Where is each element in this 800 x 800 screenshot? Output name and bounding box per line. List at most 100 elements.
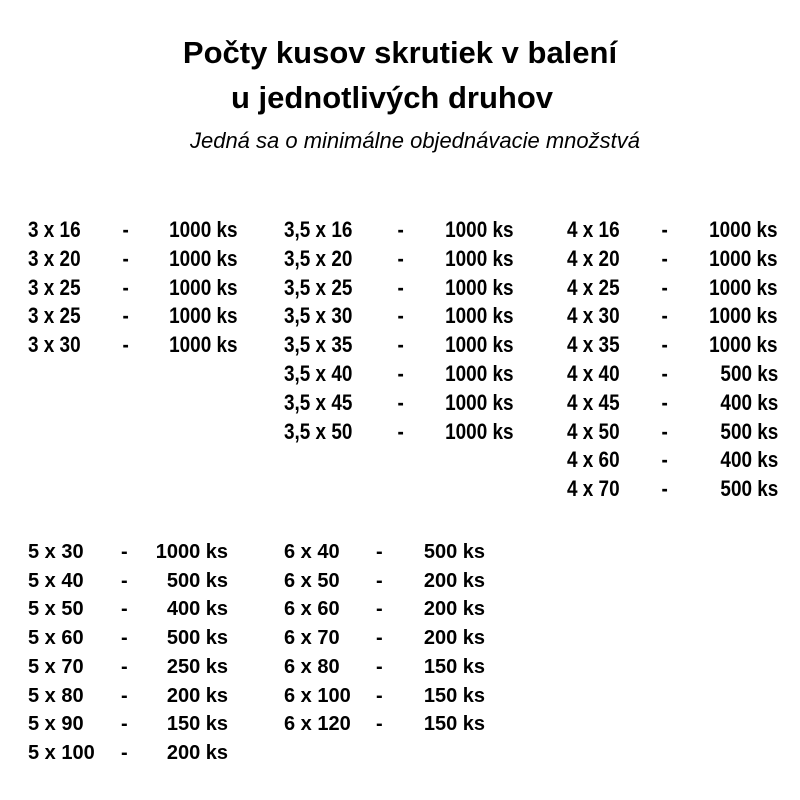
screw-size: 3 x 25 (28, 274, 81, 300)
quantity: 1000 ks (169, 332, 238, 358)
separator-dash: - (121, 741, 128, 764)
screw-size: 3 x 20 (28, 245, 81, 271)
page-title-line-1: Počty kusov skrutiek v balení (182, 35, 618, 70)
quantity: 1000 ks (445, 418, 514, 444)
separator-dash: - (397, 389, 404, 415)
separator-dash: - (661, 245, 668, 271)
quantity: 1000 ks (709, 217, 778, 242)
screw-size: 4 x 30 (567, 303, 620, 329)
separator-dash: - (376, 655, 383, 678)
separator-dash: - (397, 274, 404, 300)
screw-size: 5 x 100 (28, 741, 95, 764)
screw-size: 4 x 20 (567, 245, 620, 271)
quantity: 1000 ks (445, 274, 514, 300)
screw-size: 4 x 60 (567, 447, 620, 473)
screw-size: 3,5 x 30 (284, 303, 353, 329)
screw-size: 5 x 80 (28, 684, 84, 707)
quantity: 1000 ks (445, 245, 514, 271)
separator-dash: - (122, 217, 129, 242)
separator-dash: - (121, 655, 128, 678)
screw-size: 4 x 50 (567, 418, 620, 444)
separator-dash: - (661, 303, 668, 329)
separator-dash: - (121, 684, 128, 707)
quantity: 200 ks (423, 598, 485, 621)
quantity: 1000 ks (445, 389, 514, 415)
separator-dash: - (661, 217, 668, 242)
screw-size: 6 x 120 (284, 713, 351, 736)
separator-dash: - (397, 303, 404, 329)
screw-size: 3,5 x 40 (284, 361, 353, 386)
separator-dash: - (121, 713, 128, 736)
separator-dash: - (121, 569, 128, 592)
quantity: 1000 ks (709, 303, 778, 329)
separator-dash: - (661, 389, 668, 415)
separator-dash: - (661, 332, 668, 358)
separator-dash: - (376, 541, 383, 563)
screw-size: 4 x 16 (567, 217, 620, 242)
page-title-line-2: u jednotlivých druhov (230, 80, 554, 115)
separator-dash: - (376, 713, 383, 736)
screw-size: 3 x 25 (28, 303, 81, 329)
quantity: 1000 ks (169, 217, 238, 242)
screw-size: 6 x 40 (284, 541, 340, 563)
quantity: 500 ks (720, 361, 778, 386)
quantity: 400 ks (720, 389, 778, 415)
screw-size: 5 x 70 (28, 655, 84, 678)
screw-size: 3,5 x 16 (284, 217, 353, 242)
quantity: 150 ks (166, 713, 228, 736)
screw-size: 3 x 30 (28, 332, 81, 358)
separator-dash: - (121, 627, 128, 650)
screw-size: 3,5 x 45 (284, 389, 353, 415)
quantity: 1000 ks (445, 332, 514, 358)
screw-size: 6 x 80 (284, 655, 340, 678)
page-subtitle: Jedná sa o minimálne objednávacie množst… (189, 128, 641, 153)
separator-dash: - (122, 332, 129, 358)
quantity: 200 ks (166, 741, 228, 764)
screw-size: 3,5 x 20 (284, 245, 353, 271)
quantity: 1000 ks (709, 332, 778, 358)
quantity: 500 ks (166, 569, 228, 592)
screw-size: 6 x 50 (284, 569, 340, 592)
quantity: 150 ks (423, 684, 485, 707)
quantity: 1000 ks (445, 303, 514, 329)
screw-size: 3,5 x 25 (284, 274, 353, 300)
separator-dash: - (397, 217, 404, 242)
quantity: 1000 ks (709, 245, 778, 271)
separator-dash: - (661, 418, 668, 444)
quantity: 500 ks (720, 418, 778, 444)
screw-size: 5 x 40 (28, 569, 84, 592)
quantity: 1000 ks (445, 361, 514, 386)
quantity: 200 ks (166, 684, 228, 707)
screw-size: 4 x 35 (567, 332, 620, 358)
separator-dash: - (121, 541, 128, 563)
screw-size: 4 x 45 (567, 389, 620, 415)
quantity: 150 ks (423, 713, 485, 736)
screw-size: 3 x 16 (28, 217, 81, 242)
quantity: 1000 ks (169, 245, 238, 271)
screw-size: 5 x 90 (28, 713, 84, 736)
quantity: 400 ks (720, 447, 778, 473)
quantity: 150 ks (423, 655, 485, 678)
screw-size: 5 x 60 (28, 627, 84, 650)
separator-dash: - (376, 627, 383, 650)
quantity: 400 ks (166, 598, 228, 621)
screw-size: 4 x 70 (567, 476, 620, 502)
quantity: 500 ks (166, 627, 228, 650)
separator-dash: - (376, 598, 383, 621)
screw-size: 5 x 30 (28, 541, 84, 563)
quantity: 1000 ks (169, 274, 238, 300)
separator-dash: - (122, 245, 129, 271)
separator-dash: - (397, 245, 404, 271)
screw-size: 6 x 100 (284, 684, 351, 707)
separator-dash: - (122, 274, 129, 300)
separator-dash: - (397, 332, 404, 358)
separator-dash: - (121, 598, 128, 621)
screw-size: 4 x 40 (567, 361, 620, 386)
separator-dash: - (397, 361, 404, 386)
quantity: 200 ks (423, 569, 485, 592)
quantity: 500 ks (423, 541, 485, 563)
quantity: 1000 ks (169, 303, 238, 329)
quantity: 1000 ks (709, 274, 778, 300)
quantity: 500 ks (720, 476, 778, 502)
separator-dash: - (661, 361, 668, 386)
